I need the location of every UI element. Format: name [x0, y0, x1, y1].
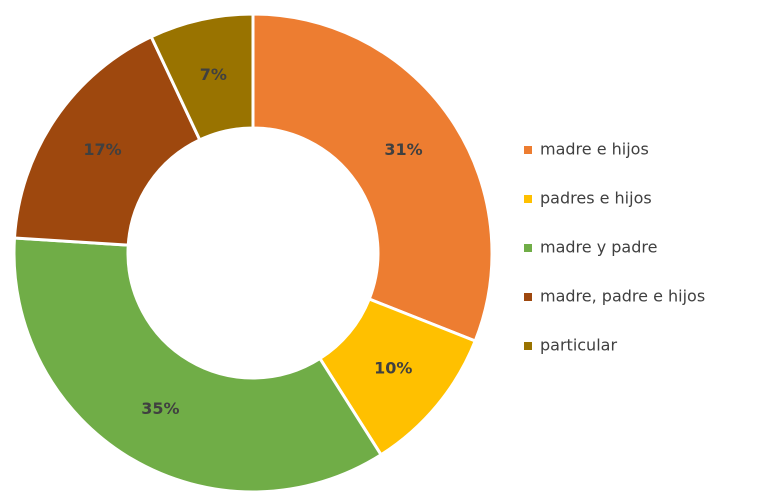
data-label: 17%	[83, 140, 121, 159]
legend-label: particular	[540, 336, 617, 355]
legend-label: madre, padre e hijos	[540, 287, 705, 306]
data-label: 10%	[374, 359, 412, 378]
legend-marker	[524, 244, 532, 252]
donut-slice	[12, 34, 202, 247]
legend-marker	[524, 342, 532, 350]
data-label: 35%	[141, 399, 179, 418]
donut-slice	[149, 12, 255, 142]
legend-label: madre e hijos	[540, 140, 649, 159]
legend-marker	[524, 195, 532, 203]
legend-marker	[524, 293, 532, 301]
donut-slice	[12, 236, 384, 491]
legend-label: madre y padre	[540, 238, 657, 257]
legend-marker	[524, 146, 532, 154]
donut-slice	[251, 12, 494, 343]
legend-label: padres e hijos	[540, 189, 652, 208]
data-label: 7%	[200, 65, 227, 84]
data-label: 31%	[384, 140, 422, 159]
